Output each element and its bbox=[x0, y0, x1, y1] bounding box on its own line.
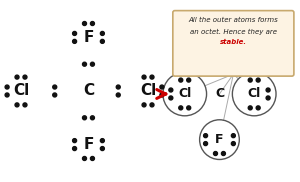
Circle shape bbox=[91, 62, 94, 66]
Circle shape bbox=[248, 106, 252, 110]
Circle shape bbox=[214, 28, 218, 32]
Circle shape bbox=[142, 75, 146, 79]
Text: stable.: stable. bbox=[220, 39, 247, 45]
Circle shape bbox=[73, 39, 76, 43]
Text: an octet. Hence they are: an octet. Hence they are bbox=[190, 28, 277, 35]
Text: F: F bbox=[83, 30, 94, 45]
Circle shape bbox=[73, 147, 76, 151]
FancyBboxPatch shape bbox=[173, 11, 294, 76]
Circle shape bbox=[73, 31, 76, 35]
Circle shape bbox=[231, 142, 235, 146]
Circle shape bbox=[53, 85, 57, 89]
Circle shape bbox=[160, 93, 164, 97]
Circle shape bbox=[204, 142, 208, 146]
Circle shape bbox=[142, 103, 146, 107]
Circle shape bbox=[256, 78, 260, 82]
Circle shape bbox=[204, 134, 208, 138]
Circle shape bbox=[116, 93, 120, 97]
Circle shape bbox=[91, 21, 94, 25]
Circle shape bbox=[100, 39, 104, 43]
Circle shape bbox=[53, 93, 57, 97]
Text: C: C bbox=[83, 84, 94, 98]
Circle shape bbox=[266, 88, 270, 92]
Text: Cl: Cl bbox=[248, 88, 261, 100]
Circle shape bbox=[200, 120, 239, 159]
Circle shape bbox=[82, 62, 86, 66]
Circle shape bbox=[73, 139, 76, 143]
Circle shape bbox=[179, 78, 183, 82]
Circle shape bbox=[91, 157, 94, 161]
Text: Cl: Cl bbox=[178, 88, 191, 100]
Circle shape bbox=[231, 134, 235, 138]
Text: C: C bbox=[215, 88, 224, 100]
Circle shape bbox=[169, 88, 173, 92]
Text: F: F bbox=[215, 133, 224, 146]
Circle shape bbox=[200, 25, 239, 64]
Circle shape bbox=[5, 93, 9, 97]
Circle shape bbox=[150, 75, 154, 79]
Circle shape bbox=[23, 75, 27, 79]
Circle shape bbox=[15, 75, 19, 79]
Circle shape bbox=[150, 103, 154, 107]
Circle shape bbox=[23, 103, 27, 107]
Circle shape bbox=[221, 152, 225, 155]
Circle shape bbox=[82, 116, 86, 120]
Circle shape bbox=[82, 21, 86, 25]
Circle shape bbox=[214, 152, 218, 155]
Circle shape bbox=[266, 96, 270, 100]
Circle shape bbox=[256, 106, 260, 110]
Circle shape bbox=[160, 85, 164, 89]
Circle shape bbox=[204, 46, 208, 50]
Circle shape bbox=[91, 116, 94, 120]
Circle shape bbox=[232, 72, 276, 116]
Circle shape bbox=[82, 157, 86, 161]
Circle shape bbox=[204, 38, 208, 42]
Circle shape bbox=[187, 106, 191, 110]
Circle shape bbox=[248, 78, 252, 82]
Circle shape bbox=[187, 78, 191, 82]
Circle shape bbox=[231, 46, 235, 50]
Text: F: F bbox=[83, 137, 94, 152]
Circle shape bbox=[5, 85, 9, 89]
Circle shape bbox=[221, 28, 225, 32]
Circle shape bbox=[100, 139, 104, 143]
Circle shape bbox=[179, 106, 183, 110]
Text: Cl: Cl bbox=[140, 84, 156, 98]
Circle shape bbox=[116, 85, 120, 89]
Text: Cl: Cl bbox=[13, 84, 29, 98]
Circle shape bbox=[15, 103, 19, 107]
Text: F: F bbox=[215, 38, 224, 51]
Circle shape bbox=[100, 147, 104, 151]
Circle shape bbox=[231, 38, 235, 42]
Text: All the outer atoms forms: All the outer atoms forms bbox=[188, 17, 278, 23]
Circle shape bbox=[163, 72, 207, 116]
Circle shape bbox=[100, 31, 104, 35]
Circle shape bbox=[169, 96, 173, 100]
